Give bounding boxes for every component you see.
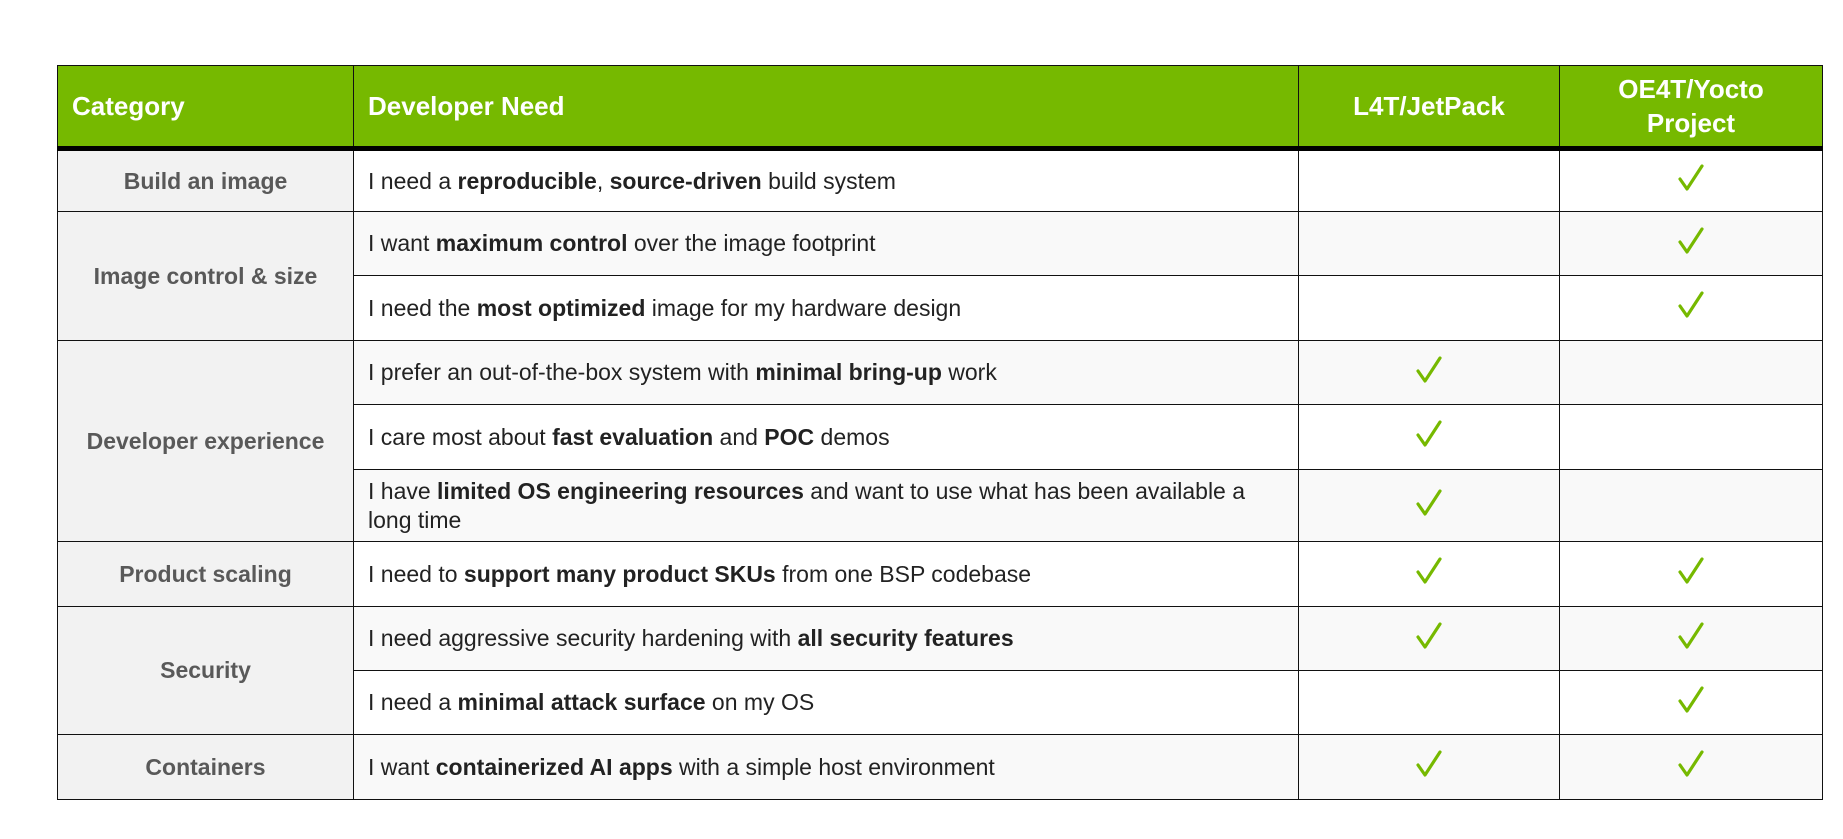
need-cell: I need to support many product SKUs from… [353, 541, 1299, 607]
need-cell: I care most about fast evaluation and PO… [353, 404, 1299, 470]
comparison-table: Category Developer Need L4T/JetPack OE4T… [57, 65, 1823, 800]
need-text: and [713, 423, 765, 450]
check-cell [1559, 469, 1823, 542]
need-text: on my OS [705, 689, 815, 715]
category-cell: Developer experience [57, 340, 354, 542]
check-cell [1559, 541, 1823, 607]
need-text: work [941, 359, 997, 385]
check-cell [1298, 734, 1560, 800]
need-text: over the image footprint [627, 230, 876, 256]
check-cell [1559, 404, 1823, 470]
check-cell [1559, 211, 1823, 276]
need-text: fast evaluation [552, 423, 714, 450]
need-text: I need a [368, 167, 458, 194]
need-text: I need the [368, 294, 477, 321]
need-text: and want to use what has been available … [368, 477, 1252, 533]
table-row: Developer experience I prefer an out-of-t… [57, 340, 1823, 542]
check-cell [1298, 670, 1560, 735]
category-cell: Image control & size [57, 211, 354, 341]
header-cell: Developer Need [353, 65, 1299, 151]
check-mark [1416, 750, 1442, 777]
category-cell: Build an image [57, 148, 354, 212]
table-row: Containers I want containerized AI apps w… [57, 734, 1823, 800]
table-row: Product scaling I need to support many pr… [57, 541, 1823, 607]
check-mark [1416, 420, 1442, 447]
check-mark [1416, 621, 1442, 649]
need-text: source-driven [609, 167, 762, 194]
need-cell: I have limited OS engineering resources … [353, 469, 1299, 542]
header-row: Category Developer Need L4T/JetPack OE4T… [57, 65, 1823, 151]
check-cell [1559, 275, 1823, 341]
need-text: I have [368, 477, 438, 504]
header-cell: L4T/JetPack [1298, 65, 1560, 151]
table-body: Build an image I need a reproducible, sou… [57, 148, 1823, 800]
check-mark [1416, 557, 1442, 584]
need-text: I care most about [368, 423, 553, 450]
need-text: from one BSP codebase [775, 560, 1032, 587]
category-cell: Containers [57, 734, 354, 800]
table-row: I need a minimal attack surface on my OS [58, 670, 1823, 735]
check-mark [1416, 355, 1442, 383]
table-row: Image control & size I want maximum contr… [57, 211, 1823, 341]
table-row: Security I need aggressive security harde… [57, 606, 1823, 735]
need-cell: I need a reproducible, source-driven bui… [353, 148, 1299, 212]
need-text: minimal bring-up [755, 359, 942, 385]
check-cell [1559, 606, 1823, 671]
check-cell [1298, 469, 1560, 542]
need-text: I prefer an out-of-the-box system with [368, 359, 756, 385]
need-cell: I need aggressive security hardening wit… [353, 606, 1299, 671]
need-text: image for my hardware design [645, 294, 962, 321]
check-cell [1298, 275, 1560, 341]
need-text: , [596, 167, 610, 194]
need-text: support many product SKUs [463, 560, 776, 587]
need-text: all security features [797, 625, 1014, 651]
need-cell: I prefer an out-of-the-box system with m… [353, 340, 1299, 405]
check-mark [1678, 621, 1704, 649]
check-cell [1559, 148, 1823, 212]
check-cell [1559, 340, 1823, 405]
check-mark [1678, 557, 1704, 584]
check-cell [1298, 211, 1560, 276]
need-text: containerized AI apps [435, 753, 673, 780]
check-mark [1678, 750, 1704, 777]
need-text: demos [814, 423, 890, 450]
need-cell: I need the most optimized image for my h… [353, 275, 1299, 341]
need-text: I need to [368, 560, 464, 587]
table-row: Build an image I need a reproducible, sou… [57, 148, 1823, 212]
need-text: limited OS engineering resources [437, 477, 804, 504]
header-cell: OE4T/Yocto Project [1559, 65, 1823, 151]
check-mark [1678, 164, 1704, 191]
need-text: build system [761, 167, 896, 194]
need-text: maximum control [435, 230, 628, 256]
check-mark [1678, 226, 1704, 254]
need-text: reproducible [457, 167, 597, 194]
need-text: I want [368, 753, 436, 780]
category-cell: Product scaling [57, 541, 354, 607]
table-row: I need the most optimized image for my h… [58, 275, 1823, 341]
need-text: with a simple host environment [672, 753, 995, 780]
check-mark [1678, 291, 1704, 318]
need-cell: I want containerized AI apps with a simp… [353, 734, 1299, 800]
need-text: most optimized [476, 294, 646, 321]
check-cell [1298, 340, 1560, 405]
table-row: I care most about fast evaluation and PO… [58, 404, 1823, 470]
check-mark [1416, 488, 1442, 516]
check-cell [1298, 606, 1560, 671]
need-text: I need aggressive security hardening wit… [368, 625, 798, 651]
need-text: minimal attack surface [457, 689, 706, 715]
check-mark [1678, 685, 1704, 713]
need-text: I need a [368, 689, 458, 715]
header-cell: Category [57, 65, 354, 151]
category-cell: Security [57, 606, 354, 735]
need-cell: I want maximum control over the image fo… [353, 211, 1299, 276]
check-cell [1298, 148, 1560, 212]
check-cell [1559, 670, 1823, 735]
check-cell [1559, 734, 1823, 800]
check-cell [1298, 541, 1560, 607]
need-cell: I need a minimal attack surface on my OS [353, 670, 1299, 735]
check-cell [1298, 404, 1560, 470]
need-text: POC [764, 423, 815, 450]
need-text: I want [368, 230, 436, 256]
